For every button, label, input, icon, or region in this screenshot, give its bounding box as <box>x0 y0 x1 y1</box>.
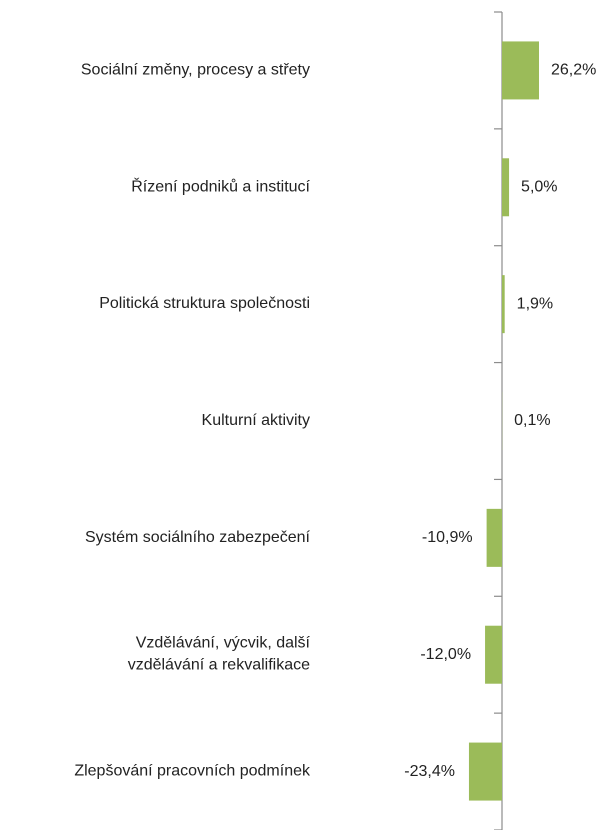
value-label: 0,1% <box>514 412 550 429</box>
category-label: Systém sociálního zabezpečení <box>85 529 311 546</box>
bar <box>485 625 502 684</box>
value-label: 26,2% <box>551 62 596 79</box>
bar <box>502 275 505 334</box>
value-label: -10,9% <box>422 529 473 546</box>
category-label: Kulturní aktivity <box>202 412 310 429</box>
category-label-line: vzdělávání a rekvalifikace <box>128 657 310 674</box>
category-label-line: Řízení podniků a institucí <box>131 177 310 196</box>
bar <box>468 742 502 801</box>
value-label: 5,0% <box>521 179 557 196</box>
category-label: Zlepšování pracovních podmínek <box>74 763 311 780</box>
category-label: Řízení podniků a institucí <box>131 177 310 196</box>
value-label: 1,9% <box>517 295 553 312</box>
category-label-line: Systém sociálního zabezpečení <box>85 529 311 546</box>
category-label: Sociální změny, procesy a střety <box>81 62 310 79</box>
category-label-line: Sociální změny, procesy a střety <box>81 62 310 79</box>
bar <box>502 158 510 217</box>
bar <box>502 41 539 100</box>
bar <box>486 508 502 567</box>
category-label-line: Politická struktura společnosti <box>99 295 310 312</box>
category-label-line: Kulturní aktivity <box>202 412 310 429</box>
value-label: -23,4% <box>404 763 455 780</box>
category-label-line: Zlepšování pracovních podmínek <box>74 763 311 780</box>
value-label: -12,0% <box>420 646 471 663</box>
category-label: Vzdělávání, výcvik, další vzdělávání a re… <box>128 635 311 674</box>
category-label: Politická struktura společnosti <box>99 295 310 312</box>
category-label-line: Vzdělávání, výcvik, další <box>136 635 311 652</box>
